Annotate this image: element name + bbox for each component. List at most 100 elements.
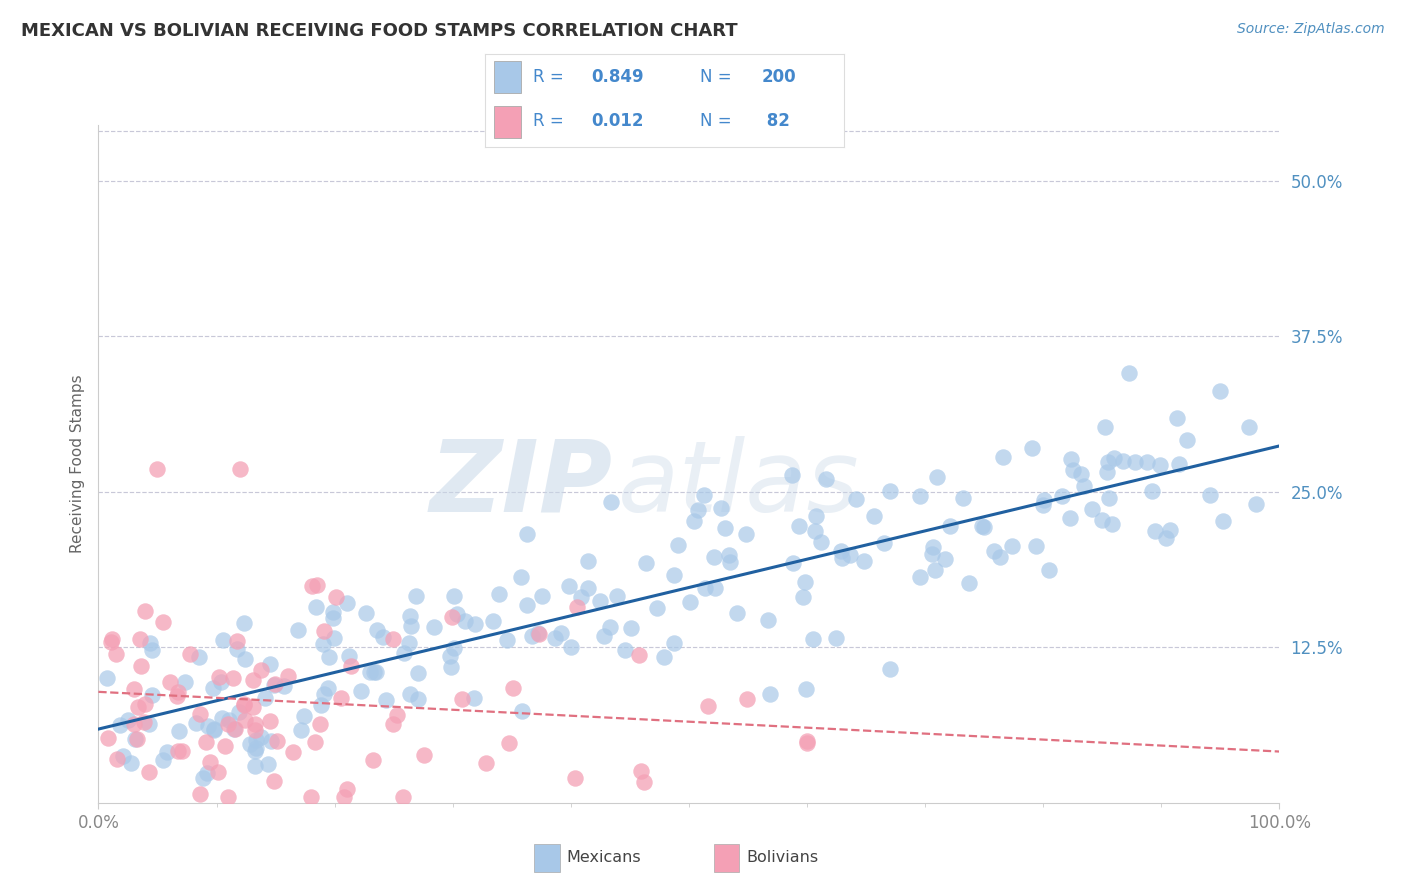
- Text: N =: N =: [700, 68, 731, 86]
- Point: [245, 723, 267, 738]
- Point: [350, 684, 373, 698]
- Point: [305, 578, 328, 592]
- Point: [311, 637, 333, 651]
- Point: [381, 632, 404, 646]
- Point: [260, 734, 283, 748]
- Point: [174, 675, 197, 690]
- Point: [322, 605, 344, 619]
- Point: [787, 518, 810, 533]
- Point: [686, 503, 709, 517]
- Point: [630, 764, 652, 778]
- Point: [1094, 419, 1116, 434]
- Point: [993, 450, 1015, 464]
- Point: [253, 691, 276, 706]
- Point: [134, 604, 156, 618]
- Point: [245, 741, 267, 756]
- Point: [863, 508, 886, 523]
- Point: [1159, 523, 1181, 537]
- Point: [1244, 497, 1267, 511]
- Point: [225, 634, 247, 648]
- Point: [401, 619, 423, 633]
- Point: [263, 774, 285, 789]
- Point: [678, 595, 700, 609]
- Point: [814, 472, 837, 486]
- Point: [1062, 463, 1084, 477]
- Point: [259, 714, 281, 728]
- Point: [243, 744, 266, 758]
- Point: [697, 698, 720, 713]
- Point: [1136, 455, 1159, 469]
- Point: [96, 671, 118, 685]
- Point: [1060, 452, 1083, 467]
- Point: [516, 526, 538, 541]
- Point: [111, 748, 134, 763]
- Point: [1149, 458, 1171, 473]
- Point: [333, 789, 356, 804]
- Point: [101, 632, 124, 647]
- Point: [593, 629, 616, 643]
- Point: [198, 756, 221, 770]
- Point: [188, 649, 211, 664]
- Point: [209, 674, 232, 689]
- Text: 0.012: 0.012: [591, 112, 644, 130]
- Point: [599, 620, 621, 634]
- Point: [398, 635, 420, 649]
- Point: [1070, 467, 1092, 481]
- Point: [910, 570, 932, 584]
- Point: [207, 670, 229, 684]
- Text: atlas: atlas: [619, 435, 859, 533]
- Point: [703, 549, 725, 564]
- Point: [354, 607, 377, 621]
- Point: [633, 775, 655, 789]
- Point: [336, 782, 359, 797]
- Point: [664, 568, 686, 582]
- Point: [105, 647, 128, 661]
- Point: [245, 733, 267, 747]
- Point: [838, 548, 860, 562]
- FancyBboxPatch shape: [494, 61, 520, 93]
- Point: [693, 581, 716, 595]
- Point: [224, 722, 246, 736]
- Point: [413, 747, 436, 762]
- Point: [259, 657, 281, 672]
- Point: [527, 625, 550, 640]
- Point: [613, 643, 636, 657]
- Point: [939, 519, 962, 533]
- Point: [463, 691, 485, 706]
- Point: [973, 520, 995, 534]
- Point: [304, 734, 326, 748]
- Point: [599, 495, 621, 509]
- Point: [498, 736, 520, 750]
- Point: [314, 687, 336, 701]
- Point: [1021, 442, 1043, 456]
- Text: ZIP: ZIP: [429, 435, 612, 533]
- Point: [193, 771, 215, 785]
- Point: [277, 668, 299, 682]
- Point: [364, 665, 387, 679]
- Point: [934, 552, 956, 566]
- Point: [440, 660, 463, 674]
- Point: [529, 627, 551, 641]
- Point: [250, 731, 273, 745]
- Point: [340, 659, 363, 673]
- Point: [718, 548, 741, 562]
- Point: [322, 631, 344, 645]
- Point: [398, 608, 420, 623]
- Point: [957, 575, 980, 590]
- Point: [683, 515, 706, 529]
- Point: [127, 732, 149, 747]
- Text: 82: 82: [761, 112, 790, 130]
- Point: [576, 581, 599, 595]
- Point: [290, 723, 312, 737]
- Point: [453, 614, 475, 628]
- Point: [714, 521, 737, 535]
- Point: [406, 666, 429, 681]
- Point: [441, 610, 464, 624]
- Point: [804, 508, 827, 523]
- Point: [256, 756, 278, 771]
- Point: [1208, 384, 1230, 398]
- Point: [1033, 492, 1056, 507]
- Point: [405, 589, 427, 603]
- Point: [391, 789, 413, 804]
- Point: [218, 713, 240, 727]
